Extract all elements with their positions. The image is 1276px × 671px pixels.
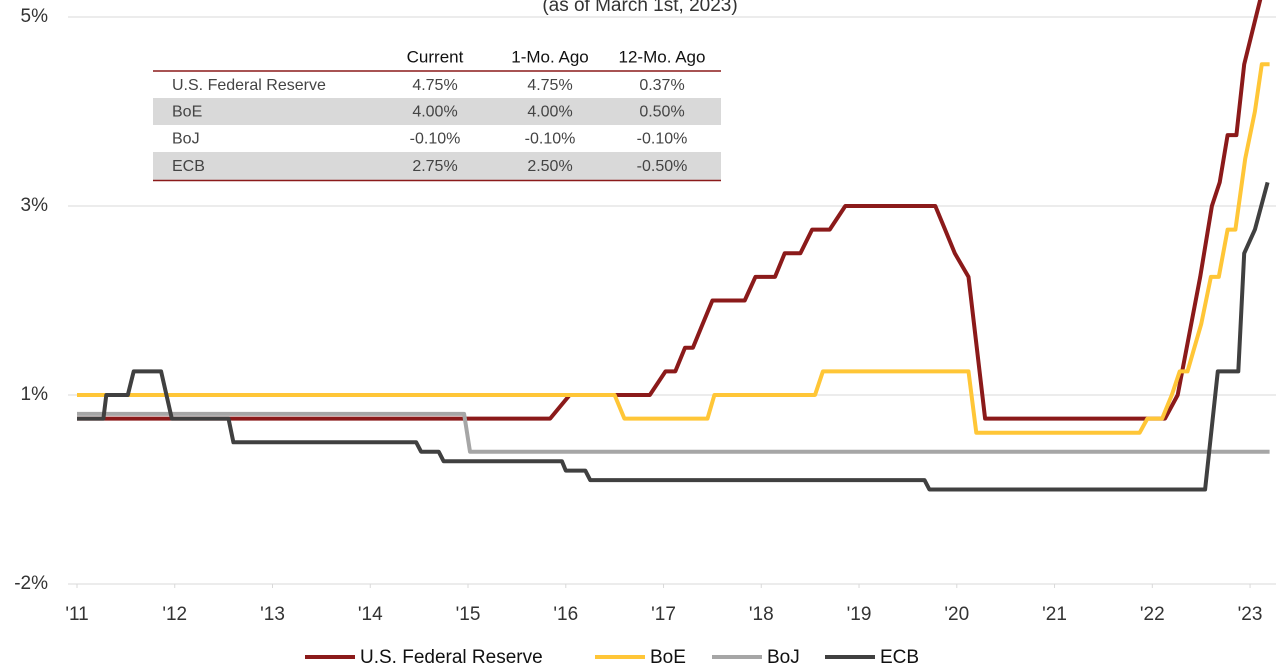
x-tick-label: '23	[1238, 604, 1263, 625]
table-cell: -0.10%	[637, 131, 688, 148]
x-tick-label: '12	[162, 604, 187, 625]
x-tick-label: '16	[553, 604, 578, 625]
table-cell: 0.37%	[639, 77, 684, 94]
table-cell: 2.75%	[412, 158, 457, 175]
table-cell: 2.50%	[527, 158, 572, 175]
table-header: Current	[407, 47, 464, 66]
y-tick-label: 3%	[21, 195, 49, 216]
table-header: 1-Mo. Ago	[511, 47, 589, 66]
legend-label: U.S. Federal Reserve	[360, 647, 543, 668]
table-cell: 4.75%	[527, 77, 572, 94]
y-tick-label: 1%	[21, 384, 49, 405]
series-line	[77, 411, 1270, 454]
x-tick-label: '19	[847, 604, 872, 625]
x-tick-label: '15	[456, 604, 481, 625]
series-line	[77, 181, 1270, 492]
table-cell: 4.75%	[412, 77, 457, 94]
x-tick-label: '22	[1140, 604, 1165, 625]
table-row-label: BoE	[172, 104, 202, 121]
x-tick-label: '20	[944, 604, 969, 625]
table-row-label: ECB	[172, 158, 205, 175]
legend: U.S. Federal Reserve BoE BoJ ECB	[305, 647, 919, 668]
grid: -2% 1% 3% 5% '11 '12 '13 '14 '15 '16 '17 '18 '19 '20 '…	[14, 6, 1276, 625]
x-tick-label: '17	[651, 604, 676, 625]
table-cell: 0.50%	[639, 104, 684, 121]
x-tick-label: '14	[358, 604, 383, 625]
table-cell: 4.00%	[527, 104, 572, 121]
x-tick-label: '21	[1042, 604, 1067, 625]
y-tick-label: -2%	[14, 573, 48, 594]
x-tick-label: '18	[749, 604, 774, 625]
x-tick-label: '11	[65, 604, 88, 625]
table-row-shade	[153, 152, 721, 180]
rate-table: Current 1-Mo. Ago 12-Mo. Ago U.S. Federal R…	[153, 47, 721, 182]
table-row-label: BoJ	[172, 131, 200, 148]
y-tick-label: 5%	[21, 6, 49, 27]
plot-area	[77, 0, 1270, 492]
x-tick-label: '13	[260, 604, 285, 625]
series-line	[77, 62, 1270, 435]
table-cell: -0.10%	[410, 131, 461, 148]
table-row-shade	[153, 98, 721, 125]
table-cell: -0.10%	[525, 131, 576, 148]
table-row-label: U.S. Federal Reserve	[172, 77, 326, 94]
series-line	[77, 0, 1263, 421]
table-cell: 4.00%	[412, 104, 457, 121]
table-header: 12-Mo. Ago	[619, 47, 706, 66]
chart-subtitle: (as of March 1st, 2023)	[542, 0, 737, 16]
legend-label: ECB	[880, 647, 919, 668]
legend-label: BoJ	[767, 647, 800, 668]
table-cell: -0.50%	[637, 158, 688, 175]
legend-label: BoE	[650, 647, 686, 668]
